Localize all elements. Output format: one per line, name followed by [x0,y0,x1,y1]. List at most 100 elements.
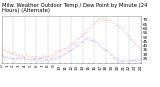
Point [19,56,22,57]
Point [27,60,29,62]
Point [135,57,138,59]
Point [62,48,65,49]
Point [87,28,90,30]
Point [68,50,71,51]
Point [43,59,46,60]
Point [2,56,5,58]
Point [130,60,133,61]
Point [61,48,64,50]
Point [28,59,30,61]
Point [37,57,40,58]
Point [90,39,93,40]
Point [105,19,108,20]
Point [100,18,102,19]
Point [10,58,12,59]
Point [66,47,68,48]
Point [102,17,104,18]
Point [21,56,24,57]
Point [78,43,80,44]
Point [125,61,128,62]
Point [8,52,11,53]
Point [76,45,78,46]
Point [29,57,32,58]
Point [58,56,60,57]
Point [125,34,128,36]
Point [19,58,21,59]
Point [42,59,44,61]
Point [30,58,33,60]
Point [7,57,9,58]
Point [71,43,73,44]
Point [64,47,67,49]
Point [67,51,69,52]
Point [41,57,43,59]
Point [115,58,117,59]
Point [39,58,42,60]
Point [117,24,119,26]
Point [75,44,78,46]
Point [5,51,7,53]
Point [89,38,92,40]
Point [20,57,23,58]
Point [36,55,38,57]
Point [115,24,117,25]
Point [2,49,4,51]
Point [31,59,33,60]
Point [121,28,124,30]
Point [7,57,9,58]
Point [68,50,70,52]
Point [104,48,107,50]
Point [72,43,74,45]
Point [72,41,75,42]
Point [39,60,41,61]
Point [131,41,133,43]
Point [50,60,53,61]
Point [72,47,74,49]
Point [12,52,15,54]
Point [59,56,61,58]
Point [103,49,106,51]
Point [77,38,80,39]
Point [88,37,91,39]
Point [64,52,67,54]
Point [89,25,92,27]
Point [22,53,24,54]
Point [32,59,35,60]
Point [7,50,9,51]
Point [19,55,21,57]
Point [121,29,123,30]
Point [115,23,118,24]
Point [110,55,112,56]
Point [41,54,44,55]
Point [17,55,19,56]
Point [37,58,40,60]
Point [94,39,96,40]
Point [30,55,33,57]
Point [93,40,96,42]
Point [40,56,42,57]
Point [121,60,124,61]
Point [126,60,129,61]
Point [78,37,81,39]
Point [91,39,93,41]
Point [108,18,111,19]
Point [12,58,15,59]
Point [85,32,87,33]
Point [101,47,104,48]
Point [51,57,54,59]
Point [132,40,134,42]
Point [70,42,72,44]
Point [90,24,92,25]
Point [59,56,62,57]
Point [97,18,99,19]
Point [62,53,64,55]
Point [96,41,98,43]
Point [8,53,11,54]
Point [50,58,52,60]
Point [69,44,72,46]
Point [45,58,47,59]
Point [25,58,28,60]
Point [59,49,61,51]
Point [89,39,92,40]
Point [73,40,76,41]
